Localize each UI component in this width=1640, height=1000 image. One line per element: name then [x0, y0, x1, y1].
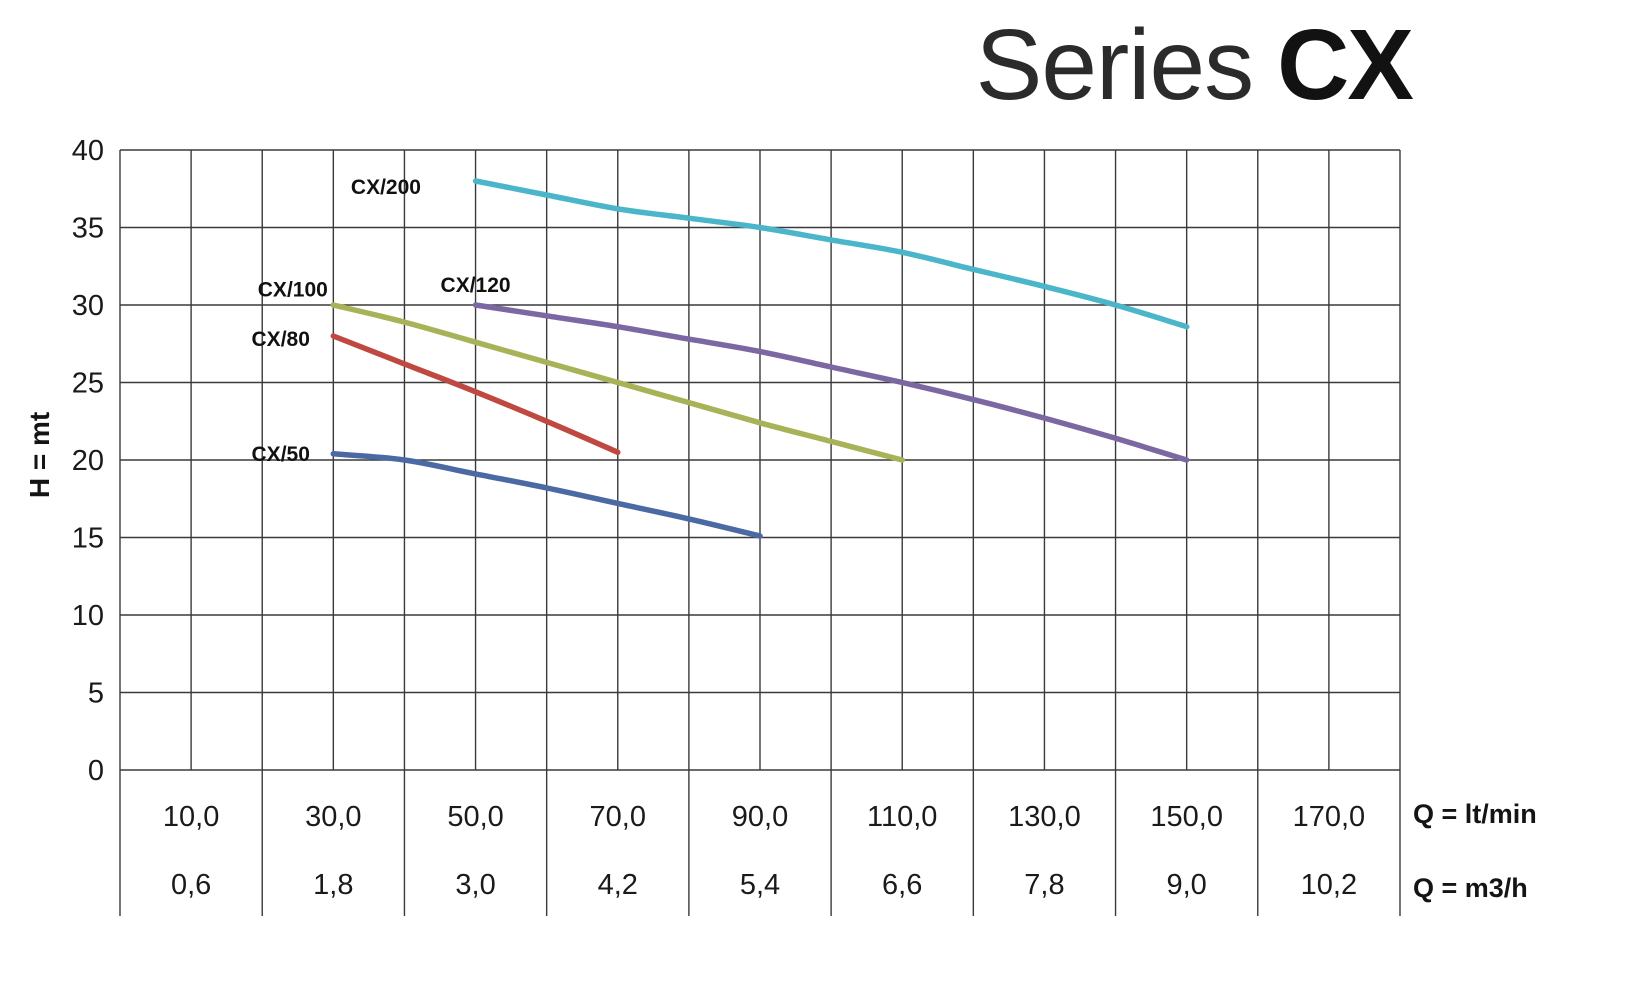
series-label-cx-100: CX/100: [258, 279, 328, 302]
x-tick-label-m3h: 7,8: [1024, 869, 1064, 901]
curve-cx-200: [472, 178, 1190, 330]
curve-cx-120: [472, 302, 1190, 463]
x-tick-label-ltmin: 10,0: [163, 801, 219, 833]
title-cx-text: CX: [1277, 9, 1414, 121]
x-tick-label-m3h: 0,6: [171, 869, 211, 901]
curve-cx-50: [330, 451, 763, 539]
series-label-cx-120: CX/120: [441, 274, 511, 297]
x-tick-label-m3h: 9,0: [1167, 869, 1207, 901]
y-tick-label: 15: [72, 523, 104, 555]
y-tick-label: 5: [88, 678, 104, 710]
series-label-cx-80: CX/80: [252, 328, 310, 351]
page-title: Series CX: [975, 9, 1414, 121]
curve-cx-80: [330, 333, 621, 456]
y-tick-label: 10: [72, 600, 104, 632]
y-tick-label: 35: [72, 213, 104, 245]
x-tick-label-ltmin: 130,0: [1008, 801, 1081, 833]
y-tick-label: 25: [72, 368, 104, 400]
curve-cx-100: [330, 302, 905, 463]
series-label-cx-200: CX/200: [351, 176, 421, 199]
x-tick-label-ltmin: 70,0: [590, 801, 646, 833]
y-tick-label: 30: [72, 290, 104, 322]
x-axis-unit-m3h: Q = m3/h: [1413, 873, 1528, 903]
series-label-cx-50: CX/50: [252, 443, 310, 466]
x-tick-label-m3h: 5,4: [740, 869, 780, 901]
x-tick-label-ltmin: 30,0: [305, 801, 361, 833]
x-tick-label-ltmin: 150,0: [1150, 801, 1223, 833]
x-tick-label-ltmin: 170,0: [1293, 801, 1366, 833]
x-tick-label-m3h: 6,6: [882, 869, 922, 901]
x-tick-label-m3h: 3,0: [455, 869, 495, 901]
x-axis-unit-ltmin: Q = lt/min: [1413, 799, 1537, 829]
x-tick-label-ltmin: 110,0: [867, 801, 937, 833]
x-tick-label-m3h: 4,2: [598, 869, 638, 901]
x-tick-label-ltmin: 50,0: [447, 801, 503, 833]
y-tick-label: 20: [72, 445, 104, 477]
title-series-text: Series: [975, 9, 1254, 121]
x-tick-label-m3h: 10,2: [1301, 869, 1357, 901]
y-tick-label: 40: [72, 135, 104, 167]
x-tick-label-m3h: 1,8: [313, 869, 353, 901]
y-tick-label: 0: [88, 755, 104, 787]
x-tick-label-ltmin: 90,0: [732, 801, 788, 833]
